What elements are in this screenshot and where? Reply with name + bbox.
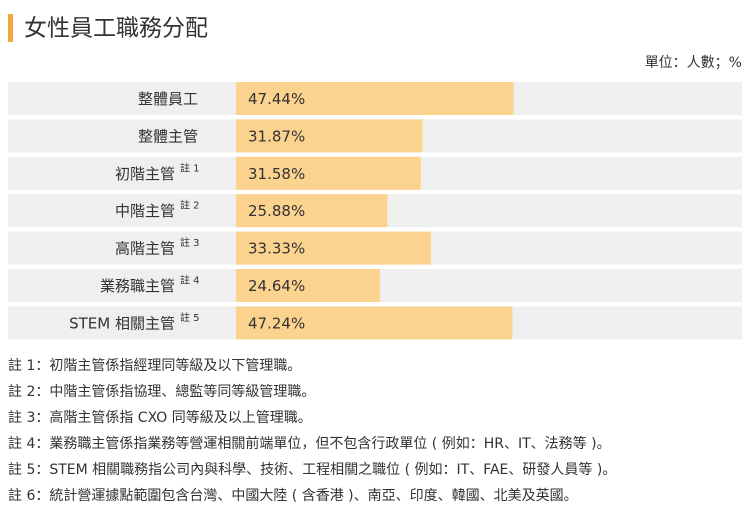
value-label: 47.24% (248, 314, 305, 332)
footnote: 註 2：中階主管係指協理、總監等同等級管理職。 (8, 383, 315, 400)
footnote: 註 3：高階主管係指 CXO 同等級及以上管理職。 (8, 409, 312, 426)
unit-label: 單位：人數；% (645, 55, 742, 71)
value-label: 47.44% (248, 90, 305, 108)
category-note-ref: 註 5 (180, 312, 200, 324)
category-note-ref: 註 1 (180, 162, 200, 174)
chart-title: 女性員工職務分配 (24, 16, 208, 42)
footnote: 註 5：STEM 相關職務指公司內與科學、技術、工程相關之職位 ( 例如：IT、… (8, 461, 616, 478)
category-label: 中階主管 (115, 202, 175, 220)
category-label: 業務職主管 (100, 277, 175, 295)
category-label: 高階主管 (115, 240, 175, 258)
category-label: 整體員工 (138, 90, 198, 108)
bar (236, 82, 514, 115)
value-label: 24.64% (248, 277, 305, 295)
bar (236, 269, 381, 302)
bar (236, 156, 421, 190)
category-note-ref: 註 3 (180, 237, 200, 249)
value-label: 31.58% (248, 165, 305, 183)
category-note-ref: 註 4 (180, 275, 200, 287)
value-label: 33.33% (248, 240, 305, 258)
category-label: 整體主管 (138, 127, 198, 145)
bar (236, 194, 388, 228)
bar (236, 231, 431, 265)
title-accent (8, 14, 13, 42)
footnote: 註 1：初階主管係指經理同等級及以下管理職。 (8, 357, 301, 374)
footnote: 註 4：業務職主管係指業務等營運相關前端單位，但不包含行政單位 ( 例如：HR、… (8, 435, 611, 452)
value-label: 31.87% (248, 127, 305, 145)
bar (236, 306, 513, 340)
footnote: 註 6：統計營運據點範圍包含台灣、中國大陸 ( 含香港 )、南亞、印度、韓國、北… (8, 487, 578, 504)
category-label: STEM 相關主管 (69, 314, 175, 332)
value-label: 25.88% (248, 202, 305, 220)
category-label: 初階主管 (115, 165, 175, 183)
bar (236, 119, 423, 153)
category-note-ref: 註 2 (180, 200, 200, 212)
